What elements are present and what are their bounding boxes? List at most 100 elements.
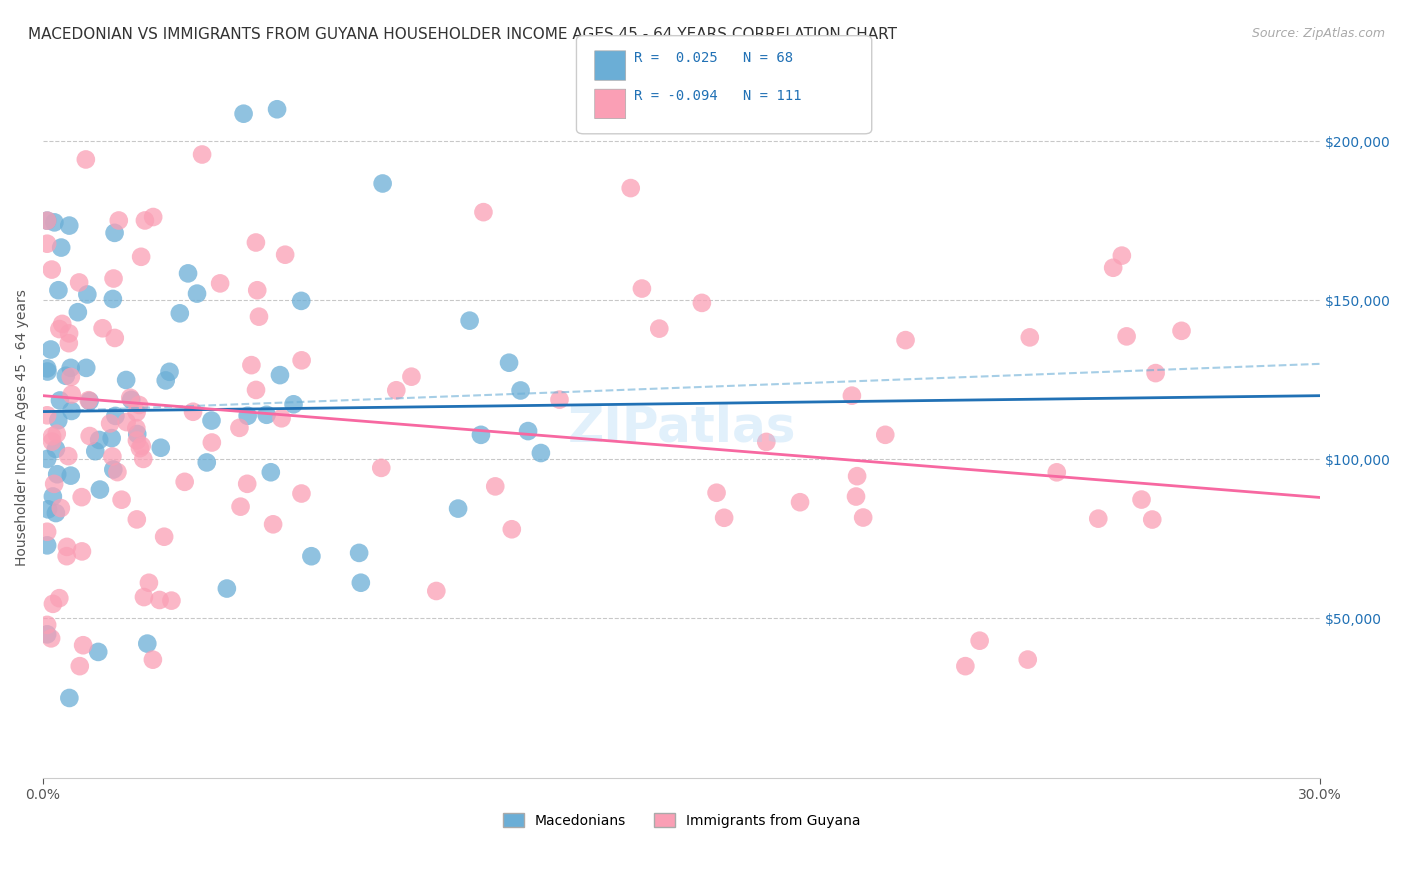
Point — [256, 408, 278, 422]
Point — [517, 424, 540, 438]
Text: Source: ZipAtlas.com: Source: ZipAtlas.com — [1251, 27, 1385, 40]
Point — [69, 659, 91, 673]
Point — [58, 219, 80, 233]
Point — [1046, 466, 1069, 480]
Point — [245, 235, 267, 250]
Point — [51, 317, 73, 331]
Point — [107, 465, 129, 479]
Point — [48, 283, 70, 297]
Point — [75, 153, 97, 167]
Point — [371, 177, 394, 191]
Point — [181, 405, 204, 419]
Y-axis label: Householder Income Ages 45 - 64 years: Householder Income Ages 45 - 64 years — [15, 289, 30, 566]
Point — [59, 370, 82, 384]
Point — [148, 593, 170, 607]
Point — [142, 653, 165, 667]
Point — [77, 393, 100, 408]
Point — [142, 210, 165, 224]
Point — [129, 441, 152, 455]
Point — [236, 476, 259, 491]
Text: ZIPatlas: ZIPatlas — [568, 403, 796, 451]
Point — [49, 501, 72, 516]
Point — [136, 637, 159, 651]
Point — [447, 501, 470, 516]
Point — [509, 384, 531, 398]
Point — [501, 522, 523, 536]
Point — [177, 266, 200, 280]
Point — [401, 369, 423, 384]
Point — [195, 455, 218, 469]
Point — [852, 510, 875, 524]
Point — [370, 461, 392, 475]
Point — [115, 373, 138, 387]
Point — [186, 286, 208, 301]
Point — [228, 421, 250, 435]
Point — [42, 597, 65, 611]
Point — [755, 434, 778, 449]
Point — [58, 326, 80, 341]
Point — [120, 392, 142, 407]
Point — [283, 397, 305, 411]
Point — [45, 506, 67, 520]
Point — [1087, 511, 1109, 525]
Point — [101, 292, 124, 306]
Point — [58, 336, 80, 351]
Point — [690, 296, 713, 310]
Point — [498, 356, 520, 370]
Point — [76, 287, 98, 301]
Point — [1115, 329, 1137, 343]
Point — [875, 427, 897, 442]
Point — [37, 524, 59, 539]
Point — [67, 276, 90, 290]
Point — [89, 483, 111, 497]
Point — [59, 360, 82, 375]
Point — [37, 452, 59, 467]
Point — [160, 593, 183, 607]
Point — [46, 413, 69, 427]
Point — [48, 591, 70, 606]
Point — [125, 421, 148, 435]
Point — [458, 313, 481, 327]
Point — [1130, 492, 1153, 507]
Point — [55, 549, 77, 564]
Point — [128, 398, 150, 412]
Point — [266, 102, 288, 116]
Point — [894, 333, 917, 347]
Point — [37, 409, 59, 423]
Point — [48, 322, 70, 336]
Point — [44, 476, 66, 491]
Point — [232, 106, 254, 120]
Point — [245, 383, 267, 397]
Point — [127, 427, 149, 442]
Point — [200, 413, 222, 427]
Point — [45, 442, 67, 456]
Point — [290, 486, 312, 500]
Point — [1142, 512, 1164, 526]
Point — [484, 479, 506, 493]
Point — [149, 441, 172, 455]
Point — [845, 490, 868, 504]
Point — [101, 450, 124, 464]
Point — [169, 306, 191, 320]
Point — [104, 409, 127, 423]
Point — [37, 236, 59, 251]
Point — [98, 417, 121, 431]
Point — [115, 415, 138, 429]
Point — [91, 321, 114, 335]
Point — [236, 409, 259, 423]
Legend: Macedonians, Immigrants from Guyana: Macedonians, Immigrants from Guyana — [498, 807, 866, 834]
Point — [713, 510, 735, 524]
Point — [66, 305, 89, 319]
Point — [620, 181, 643, 195]
Point — [103, 271, 125, 285]
Point — [37, 502, 59, 516]
Point — [299, 549, 322, 564]
Point — [37, 213, 59, 227]
Point — [385, 384, 408, 398]
Point — [125, 434, 148, 448]
Point — [1018, 330, 1040, 344]
Point — [350, 575, 373, 590]
Point — [209, 277, 232, 291]
Point — [37, 627, 59, 641]
Point — [215, 582, 238, 596]
